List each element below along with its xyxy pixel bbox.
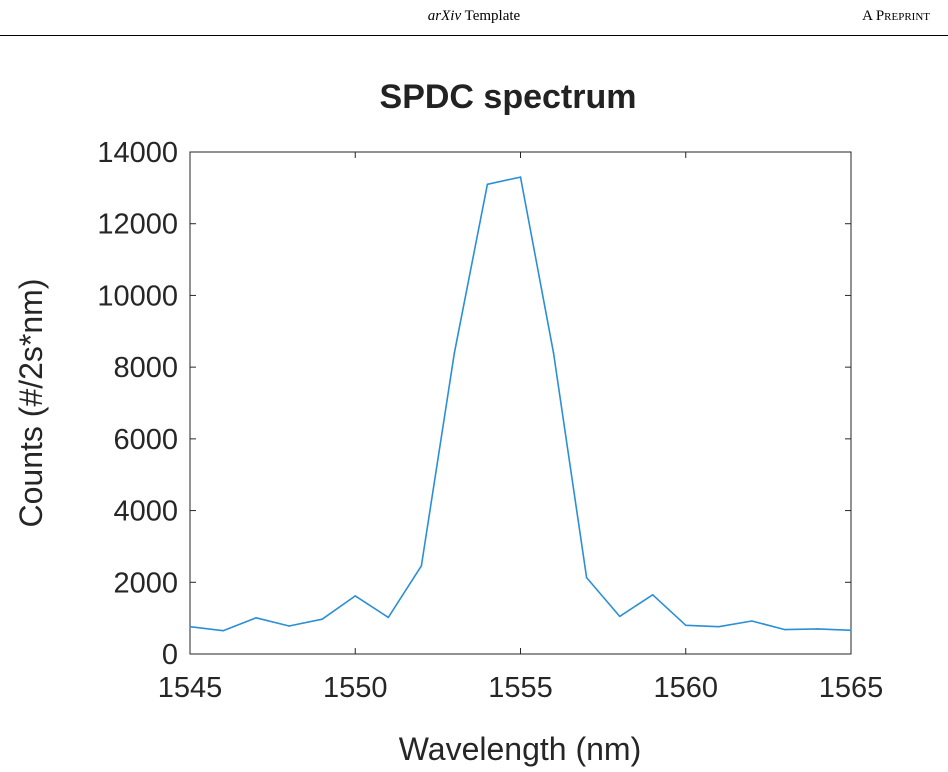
x-tick-label: 1555: [488, 672, 553, 704]
chart-title: SPDC spectrum: [380, 78, 637, 116]
y-axis: 0 2000 4000 6000 8000 10000 12000 14000: [97, 137, 851, 671]
data-point: [850, 629, 852, 632]
data-point: [718, 625, 720, 628]
data-point: [453, 352, 456, 354]
data-point: [684, 624, 687, 627]
data-point: [486, 183, 489, 186]
data-point: [255, 616, 257, 619]
y-tick-label: 10000: [97, 280, 178, 312]
data-point: [651, 594, 654, 596]
data-point: [585, 576, 588, 579]
y-tick-label: 8000: [113, 352, 178, 384]
data-point: [189, 625, 191, 628]
x-tick-label: 1565: [819, 672, 884, 704]
x-tick-label: 1560: [653, 672, 718, 704]
data-point: [387, 616, 390, 619]
header-rule: [0, 35, 948, 36]
plot-area-frame: [189, 151, 852, 655]
y-tick-label: 14000: [97, 137, 178, 169]
x-axis: 1545 1550 1555 1560 1565: [158, 152, 884, 704]
data-point: [519, 176, 522, 178]
data-point: [751, 620, 753, 622]
data-point: [784, 628, 786, 631]
data-point: [817, 628, 819, 630]
y-tick-label: 2000: [113, 567, 178, 599]
data-point: [354, 595, 357, 597]
series-points: [189, 176, 852, 632]
data-point: [420, 564, 423, 567]
page-header: arXiv Template A Preprint: [0, 0, 948, 44]
data-point: [288, 625, 290, 627]
header-journal-title: arXiv Template: [0, 8, 948, 25]
x-tick-label: 1550: [323, 672, 388, 704]
header-arxiv-italic: arXiv: [427, 8, 462, 24]
y-tick-label: 12000: [97, 209, 178, 241]
data-point: [552, 352, 555, 354]
data-point: [321, 618, 324, 621]
y-tick-label: 4000: [113, 496, 178, 528]
x-tick-label: 1545: [158, 672, 223, 704]
x-axis-label: Wavelength (nm): [399, 731, 641, 767]
y-tick-label: 0: [162, 639, 178, 671]
data-point: [222, 629, 224, 632]
header-preprint-label: A Preprint: [862, 8, 930, 24]
y-axis-label: Counts (#/2s*nm): [13, 279, 49, 528]
header-template-text: Template: [461, 8, 521, 24]
y-tick-label: 6000: [113, 424, 178, 456]
data-point: [618, 615, 621, 618]
